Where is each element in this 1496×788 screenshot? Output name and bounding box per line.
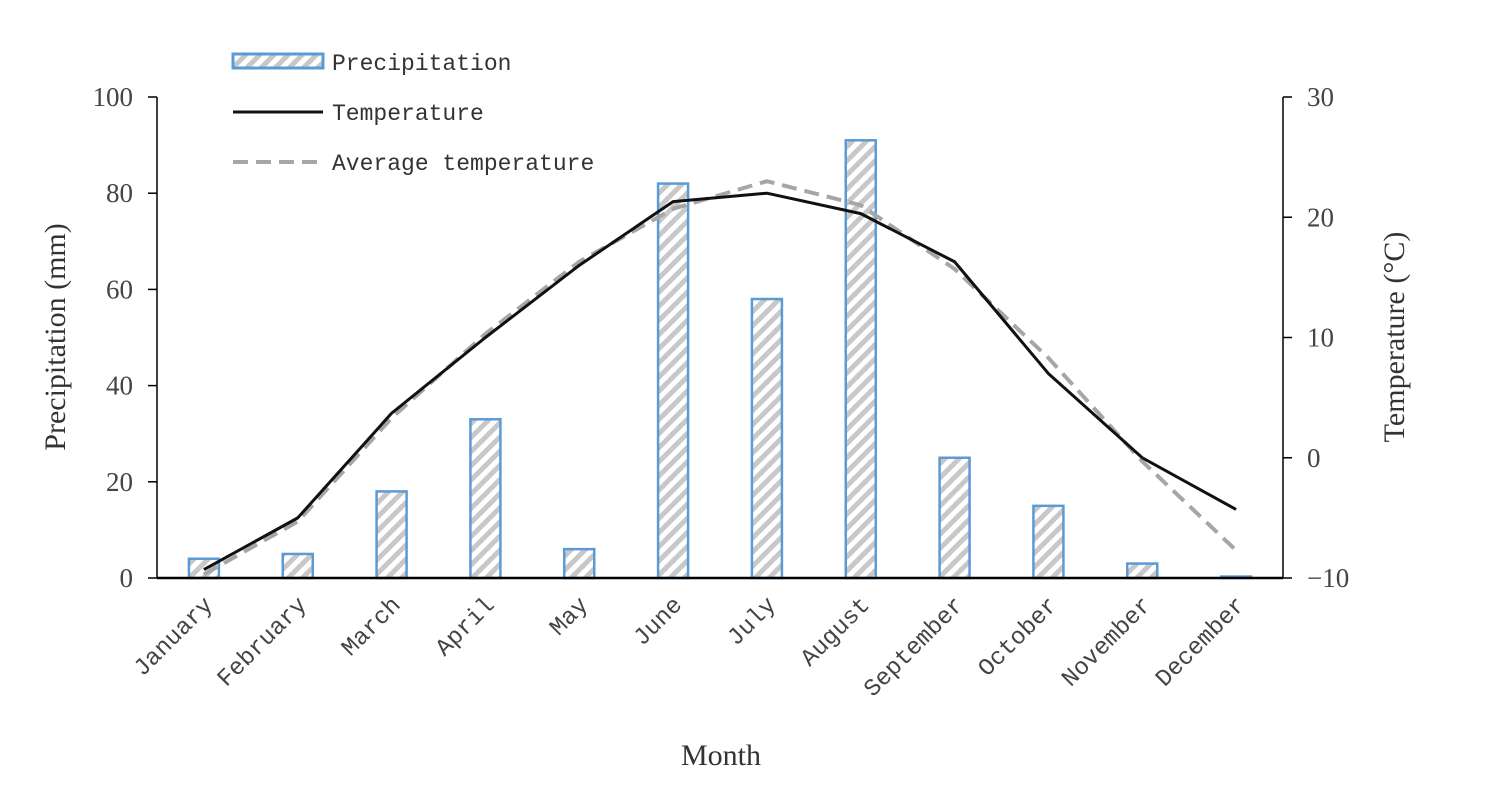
bar-precipitation-february [281, 552, 314, 580]
y-axis-title: Precipitation (mm) [39, 223, 72, 450]
bar-precipitation-may [563, 547, 596, 580]
y-tick-label: 40 [106, 371, 133, 401]
y-tick-label: 0 [120, 563, 134, 593]
y-tick-label: 20 [106, 467, 133, 497]
legend-average-label: Average temperature [332, 151, 594, 177]
x-tick-label-august: August [796, 593, 876, 673]
legend-precipitation-swatch [231, 52, 325, 70]
bar-precipitation-april [469, 418, 502, 580]
x-tick-label-march: March [337, 593, 407, 663]
bar-precipitation-march [375, 490, 408, 580]
x-tick-label-april: April [431, 593, 501, 663]
x-tick-label-september: September [859, 593, 970, 704]
y2-tick-label: −10 [1307, 563, 1349, 593]
bar-precipitation-july [750, 297, 784, 580]
x-tick-label-december: December [1151, 593, 1252, 694]
bar-precipitation-june [656, 182, 690, 580]
y2-tick-label: 20 [1307, 202, 1334, 232]
y-tick-label: 100 [93, 82, 134, 112]
line-temperature [203, 191, 1237, 571]
x-tick-label-june: June [629, 593, 689, 653]
legend-precipitation-label: Precipitation [332, 51, 511, 77]
legend-temperature-label: Temperature [332, 101, 484, 127]
x-tick-label-january: January [129, 593, 219, 683]
y2-tick-label: 10 [1307, 323, 1334, 353]
y2-tick-label: 30 [1307, 82, 1334, 112]
y-tick-label: 80 [106, 178, 133, 208]
x-tick-label-july: July [723, 593, 783, 653]
x-tick-label-october: October [974, 593, 1064, 683]
line-average-temperature [202, 179, 1238, 577]
x-tick-label-february: February [213, 593, 314, 694]
legend: Precipitation Temperature Average temper… [231, 51, 594, 177]
x-tick-label-may: May [545, 593, 595, 643]
bar-precipitation-november [1126, 562, 1159, 580]
y2-axis-title: Temperature (°C) [1378, 232, 1411, 443]
y2-tick-label: 0 [1307, 443, 1321, 473]
bar-precipitation-september [938, 456, 971, 580]
x-axis-title: Month [681, 739, 761, 772]
y-tick-label: 60 [106, 274, 133, 304]
x-tick-label-november: November [1057, 593, 1158, 694]
bar-precipitation-october [1032, 504, 1065, 580]
